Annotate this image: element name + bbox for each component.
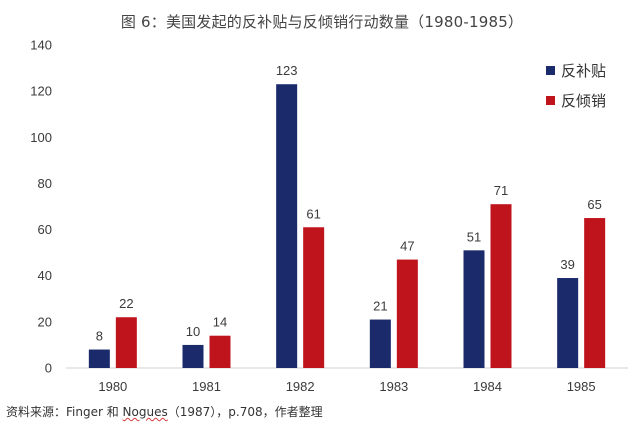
data-labels-group: 8 22 10 14 123 61 21 47 51 71 39 65 bbox=[96, 63, 602, 343]
y-axis-ticks: 0 20 40 60 80 100 120 140 bbox=[30, 38, 52, 376]
bar-countervailing-1985 bbox=[557, 278, 579, 368]
y-tick-label: 120 bbox=[30, 84, 52, 99]
data-label-countervailing-1983: 21 bbox=[373, 299, 387, 314]
bar-countervailing-1984 bbox=[463, 250, 485, 368]
data-label-countervailing-1980: 8 bbox=[96, 329, 103, 344]
x-tick-label: 1985 bbox=[567, 379, 596, 394]
data-label-antidumping-1982: 61 bbox=[306, 206, 320, 221]
data-label-antidumping-1983: 47 bbox=[400, 239, 414, 254]
data-label-countervailing-1982: 123 bbox=[276, 63, 298, 78]
bar-antidumping-1983 bbox=[396, 259, 418, 368]
legend-label-antidumping: 反倾销 bbox=[561, 92, 606, 110]
bar-antidumping-1980 bbox=[115, 317, 137, 368]
source-note: 资料来源：Finger 和 Nogues（1987），p.708，作者整理 bbox=[6, 403, 323, 420]
x-tick-label: 1981 bbox=[192, 379, 221, 394]
x-tick-label: 1983 bbox=[379, 379, 408, 394]
y-tick-label: 60 bbox=[38, 222, 52, 237]
x-tick-label: 1982 bbox=[286, 379, 315, 394]
x-axis-ticks: 1980 1981 1982 1983 1984 1985 bbox=[98, 379, 595, 394]
y-tick-label: 20 bbox=[38, 314, 52, 329]
y-tick-label: 140 bbox=[30, 38, 52, 53]
chart-title: 图 6：美国发起的反补贴与反倾销行动数量（1980-1985） bbox=[120, 13, 524, 31]
data-label-antidumping-1984: 71 bbox=[494, 183, 508, 198]
y-tick-label: 80 bbox=[38, 176, 52, 191]
data-label-antidumping-1981: 14 bbox=[213, 315, 227, 330]
bar-antidumping-1981 bbox=[209, 335, 231, 368]
bar-antidumping-1982 bbox=[303, 227, 325, 368]
legend-label-countervailing: 反补贴 bbox=[561, 62, 606, 80]
bar-antidumping-1984 bbox=[490, 204, 512, 368]
x-tick-label: 1980 bbox=[98, 379, 127, 394]
bar-countervailing-1981 bbox=[182, 344, 204, 368]
data-label-antidumping-1980: 22 bbox=[119, 296, 133, 311]
source-suffix: （1987），p.708，作者整理 bbox=[167, 405, 323, 419]
bars-group bbox=[88, 84, 606, 368]
bar-countervailing-1983 bbox=[369, 319, 391, 368]
data-label-countervailing-1985: 39 bbox=[560, 257, 574, 272]
bar-countervailing-1980 bbox=[88, 349, 110, 368]
data-label-antidumping-1985: 65 bbox=[587, 197, 601, 212]
legend-swatch-antidumping bbox=[546, 96, 555, 105]
legend-swatch-countervailing bbox=[546, 66, 555, 75]
bar-countervailing-1982 bbox=[276, 84, 298, 368]
source-prefix: 资料来源：Finger 和 bbox=[6, 405, 123, 419]
x-tick-label: 1984 bbox=[473, 379, 502, 394]
y-tick-label: 0 bbox=[45, 361, 52, 376]
bar-antidumping-1985 bbox=[584, 218, 606, 368]
y-tick-label: 100 bbox=[30, 130, 52, 145]
data-label-countervailing-1981: 10 bbox=[186, 324, 200, 339]
data-label-countervailing-1984: 51 bbox=[467, 229, 481, 244]
source-author: Nogues bbox=[122, 405, 168, 419]
y-tick-label: 40 bbox=[38, 268, 52, 283]
